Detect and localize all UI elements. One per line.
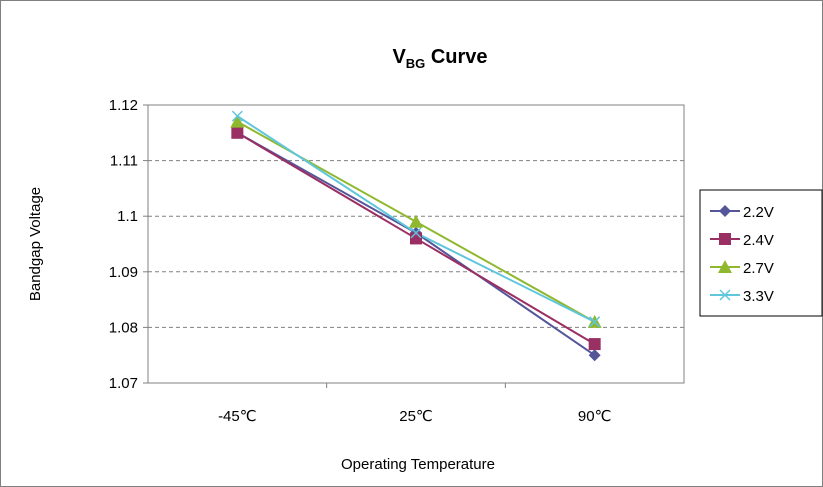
x-tick-label: 25℃ [399,408,433,425]
y-tick-label: 1.08 [109,319,138,336]
x-tick-label: -45℃ [218,408,257,425]
x-axis-ticks: -45℃ 25℃ 90℃ [218,383,611,425]
x-tick-label: 90℃ [578,408,612,425]
legend-label-3.3V: 3.3V [743,288,774,305]
y-axis-ticks: 1.07 1.08 1.09 1.1 1.11 1.12 [109,97,148,392]
data-point-3.3V [231,110,243,122]
chart-title: VBG Curve [392,46,487,71]
legend-label-2.7V: 2.7V [743,260,774,277]
data-point-2.4V [410,232,422,245]
y-tick-label: 1.09 [109,264,138,281]
x-axis-label: Operating Temperature [341,456,495,473]
y-tick-label: 1.11 [110,153,138,170]
data-point-2.7V [409,214,423,228]
data-point-2.4V [588,338,601,351]
legend-marker-2.4V [719,233,731,245]
legend-marker-2.2V [719,205,731,217]
data-point-3.3V [410,227,422,239]
legend-label-2.2V: 2.2V [743,204,774,221]
y-tick-label: 1.1 [117,208,138,225]
y-tick-label: 1.07 [109,375,138,392]
title-rest: Curve [425,46,487,68]
legend: 2.2V 2.4V 2.7V 3.3V [710,204,774,305]
data-point-2.4V [231,126,244,139]
title-main: V [392,46,406,68]
legend-marker-2.7V [718,260,732,273]
legend-label-2.4V: 2.4V [743,232,774,249]
title-subscript: BG [406,56,426,71]
y-axis-label: Bandgap Voltage [27,187,44,301]
data-point-3.3V [589,316,601,328]
legend-marker-3.3V [719,289,731,301]
data-point-2.7V [230,114,245,128]
y-tick-label: 1.12 [109,97,138,114]
data-point-2.2V [588,349,601,362]
series-markers [230,110,602,362]
